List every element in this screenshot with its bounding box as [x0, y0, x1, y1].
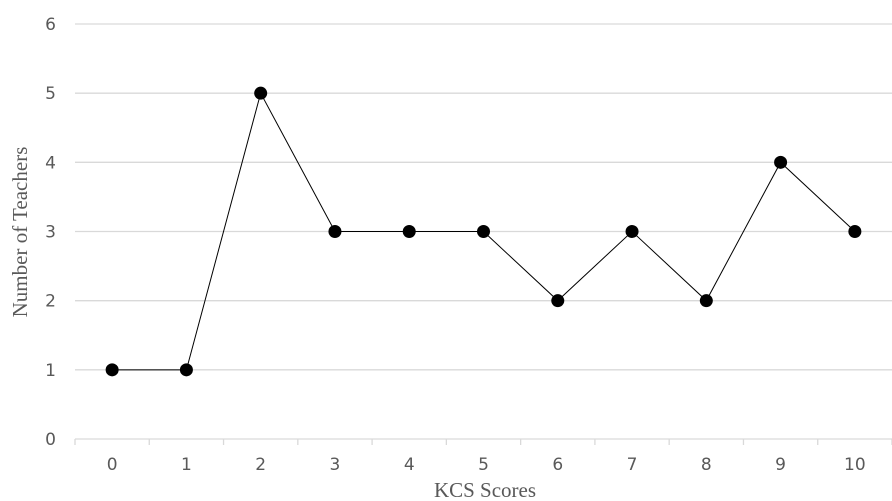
x-tick-label: 4	[404, 455, 415, 475]
x-tick-label: 1	[181, 455, 192, 475]
y-tick-label: 6	[45, 15, 56, 35]
x-tick-label: 2	[255, 455, 266, 475]
x-tick-label: 3	[330, 455, 341, 475]
y-tick-label: 5	[45, 84, 56, 104]
x-tick-label: 9	[775, 455, 786, 475]
y-tick-label: 3	[45, 223, 56, 243]
x-tick-labels: 0 1 2 3 4 5 6 7 8 9 10	[74, 439, 892, 475]
data-point	[774, 155, 788, 169]
y-tick-label: 2	[45, 292, 56, 312]
x-tick-label: 7	[627, 455, 638, 475]
data-point	[477, 225, 490, 238]
data-point	[179, 363, 193, 377]
data-point	[254, 86, 268, 100]
x-axis-title: KCS Scores	[434, 478, 536, 501]
y-tick-label: 4	[45, 153, 56, 173]
data-point	[699, 294, 713, 308]
y-tick-label: 1	[45, 361, 56, 381]
x-tick-label: 5	[478, 455, 489, 475]
x-tick-label: 0	[107, 455, 118, 475]
data-point	[402, 225, 416, 238]
gridlines	[75, 23, 892, 371]
data-point	[848, 225, 862, 238]
y-tick-label: 0	[45, 430, 56, 450]
data-point	[328, 225, 342, 238]
x-tick-label: 6	[552, 455, 563, 475]
data-point	[105, 363, 119, 377]
data-markers	[105, 86, 862, 377]
data-point	[551, 294, 565, 308]
y-axis-title: Number of Teachers	[8, 147, 32, 318]
data-point	[625, 225, 639, 238]
x-tick-label: 10	[844, 455, 866, 475]
y-tick-labels: 0 1 2 3 4 5 6	[45, 15, 56, 450]
x-tick-label: 8	[701, 455, 712, 475]
